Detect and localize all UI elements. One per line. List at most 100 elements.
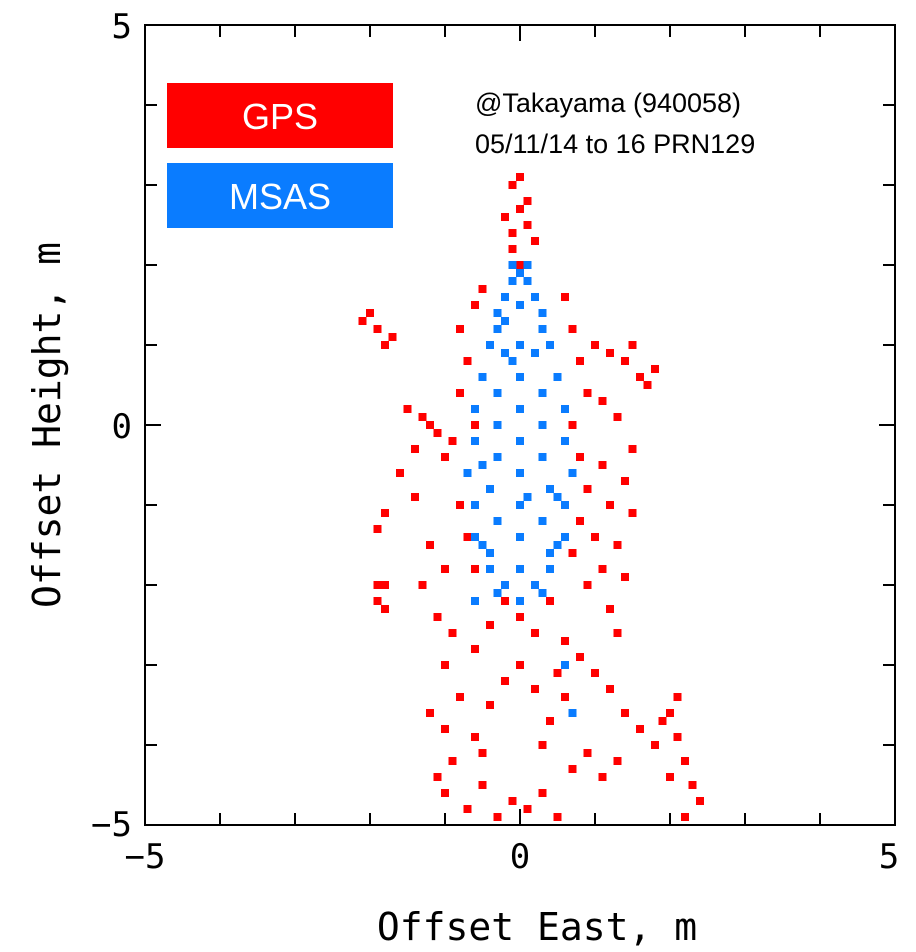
point-gps-16	[426, 541, 434, 549]
point-gps-1	[373, 325, 382, 333]
point-gps-22	[448, 629, 457, 637]
point-msas-47	[516, 565, 524, 573]
point-gps-60	[456, 389, 464, 397]
point-gps-52	[591, 669, 599, 677]
point-gps-21	[373, 597, 382, 605]
point-msas-44	[546, 549, 554, 557]
point-msas-55	[508, 357, 517, 365]
point-gps-101	[516, 205, 524, 213]
point-gps-51	[576, 653, 584, 661]
point-gps-62	[456, 325, 464, 333]
point-gps-39	[501, 677, 509, 685]
point-gps-95	[598, 461, 607, 469]
point-msas-24	[538, 421, 547, 429]
point-msas-32	[516, 469, 524, 477]
point-msas-62	[508, 261, 517, 269]
point-gps-45	[486, 621, 494, 629]
point-gps-115	[681, 813, 689, 821]
point-gps-73	[583, 389, 592, 397]
x-tick-label-max: 5	[879, 837, 899, 877]
point-gps-74	[568, 421, 577, 429]
point-gps-17	[441, 565, 449, 573]
point-gps-77	[576, 517, 584, 525]
point-gps-113	[688, 781, 697, 789]
point-gps-99	[613, 629, 622, 637]
point-gps-15	[373, 525, 382, 533]
point-msas-42	[516, 533, 524, 541]
point-gps-79	[583, 581, 592, 589]
point-gps-68	[463, 533, 472, 541]
point-gps-93	[621, 573, 629, 581]
tick-layer	[144, 24, 896, 826]
point-msas-25	[471, 437, 479, 445]
point-gps-34	[523, 805, 532, 813]
point-gps-31	[478, 781, 487, 789]
point-gps-35	[538, 789, 547, 797]
point-msas-51	[538, 589, 547, 597]
point-gps-55	[636, 725, 644, 733]
legend-label-msas: MSAS	[229, 176, 331, 217]
point-gps-91	[628, 509, 637, 517]
point-gps-19	[433, 613, 442, 621]
point-gps-0	[366, 309, 374, 317]
point-msas-16	[553, 373, 562, 381]
point-msas-9	[538, 325, 547, 333]
point-msas-13	[501, 349, 509, 357]
series-msas	[463, 261, 577, 717]
point-gps-76	[583, 485, 592, 493]
legend-label-gps: GPS	[242, 96, 318, 137]
point-msas-22	[516, 405, 524, 413]
point-gps-38	[486, 701, 494, 709]
point-gps-26	[448, 757, 457, 765]
point-msas-53	[478, 541, 487, 549]
point-gps-88	[613, 413, 622, 421]
point-msas-63	[523, 261, 532, 269]
point-msas-58	[553, 493, 562, 501]
point-msas-14	[531, 349, 539, 357]
series-gps	[358, 173, 704, 821]
point-gps-50	[561, 637, 569, 645]
point-gps-89	[628, 445, 637, 453]
point-msas-19	[538, 389, 547, 397]
point-gps-65	[471, 421, 479, 429]
point-gps-109	[516, 261, 524, 269]
point-msas-41	[561, 533, 569, 541]
point-msas-52	[516, 597, 524, 605]
point-gps-64	[478, 285, 487, 293]
point-gps-42	[546, 717, 554, 725]
point-gps-23	[441, 661, 449, 669]
point-gps-122	[478, 749, 487, 757]
point-gps-100	[508, 229, 517, 237]
point-gps-61	[463, 357, 472, 365]
point-gps-84	[636, 373, 644, 381]
point-msas-61	[568, 709, 577, 717]
point-gps-41	[531, 685, 539, 693]
y-tick-label-mid: 0	[112, 407, 132, 447]
point-msas-8	[493, 325, 502, 333]
point-msas-56	[523, 493, 532, 501]
point-gps-24	[456, 693, 464, 701]
point-msas-15	[478, 373, 487, 381]
point-msas-7	[516, 301, 524, 309]
point-gps-5	[403, 405, 412, 413]
point-msas-18	[493, 389, 502, 397]
point-gps-117	[651, 741, 659, 749]
point-gps-25	[441, 725, 449, 733]
point-msas-20	[471, 405, 479, 413]
x-tick-label-min: −5	[125, 837, 166, 877]
point-gps-124	[553, 669, 562, 677]
legend: GPS MSAS	[167, 83, 393, 228]
point-gps-119	[673, 693, 682, 701]
point-gps-36	[553, 813, 562, 821]
point-msas-26	[561, 437, 569, 445]
point-gps-103	[516, 173, 524, 181]
point-gps-32	[493, 813, 502, 821]
x-tick-label-mid: 0	[510, 837, 530, 877]
point-gps-67	[456, 501, 464, 509]
point-gps-18	[418, 581, 427, 589]
point-msas-33	[486, 485, 494, 493]
point-gps-104	[523, 197, 532, 205]
point-gps-102	[508, 181, 517, 189]
legend-swatch-gps	[167, 83, 393, 148]
